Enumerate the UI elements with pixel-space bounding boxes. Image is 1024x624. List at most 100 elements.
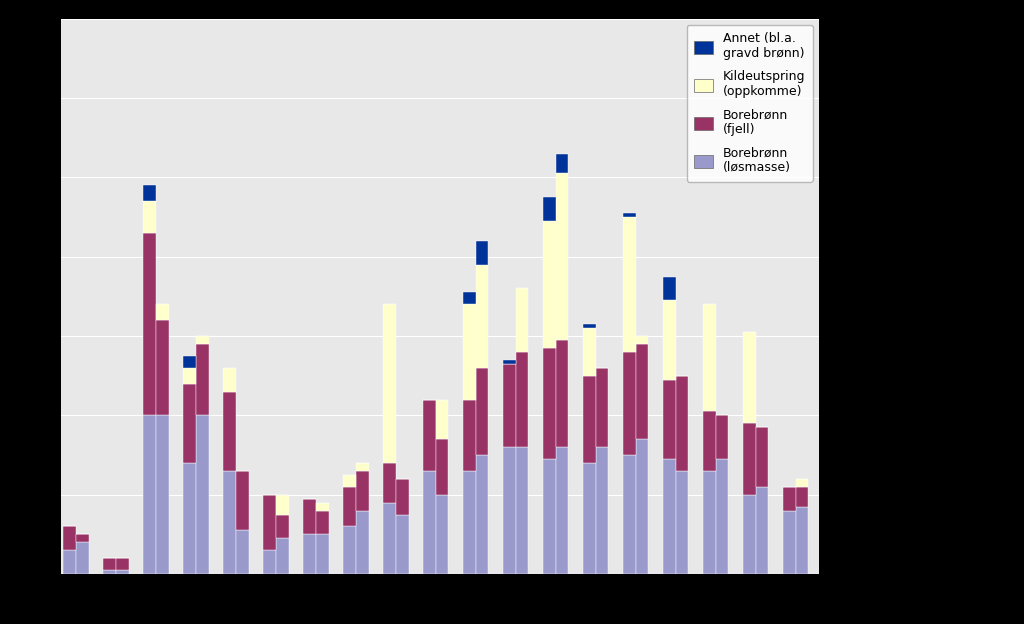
Bar: [742, 423, 756, 495]
Bar: [263, 550, 275, 574]
Bar: [583, 324, 596, 328]
Bar: [343, 527, 355, 574]
Bar: [116, 558, 129, 570]
Bar: [702, 305, 716, 411]
Bar: [103, 558, 116, 570]
Bar: [756, 487, 768, 574]
Bar: [623, 455, 636, 574]
Bar: [636, 336, 648, 344]
Bar: [463, 399, 476, 471]
Bar: [663, 300, 676, 379]
Bar: [543, 197, 556, 221]
Bar: [236, 471, 249, 530]
Bar: [223, 392, 236, 471]
Bar: [263, 495, 275, 550]
Bar: [476, 265, 488, 368]
Bar: [143, 185, 156, 201]
Bar: [436, 439, 449, 495]
Bar: [503, 364, 516, 447]
Bar: [383, 305, 396, 463]
Bar: [183, 463, 196, 574]
Bar: [143, 416, 156, 574]
Bar: [463, 471, 476, 574]
Bar: [676, 471, 688, 574]
Bar: [116, 570, 129, 574]
Bar: [503, 360, 516, 364]
Bar: [556, 173, 568, 340]
Bar: [315, 503, 329, 510]
Bar: [436, 399, 449, 439]
Bar: [742, 332, 756, 423]
Bar: [223, 471, 236, 574]
Bar: [596, 368, 608, 447]
Bar: [556, 154, 568, 173]
Bar: [156, 305, 169, 320]
Bar: [716, 459, 728, 574]
Bar: [543, 221, 556, 348]
Bar: [76, 542, 89, 574]
Bar: [383, 463, 396, 503]
Bar: [663, 276, 676, 300]
Bar: [516, 352, 528, 447]
Bar: [556, 340, 568, 447]
Bar: [543, 459, 556, 574]
Legend: Annet (bl.a.
gravd brønn), Kildeutspring
(oppkomme), Borebrønn
(fjell), Borebrøn: Annet (bl.a. gravd brønn), Kildeutspring…: [687, 25, 813, 182]
Bar: [103, 570, 116, 574]
Bar: [476, 241, 488, 265]
Bar: [383, 503, 396, 574]
Bar: [516, 288, 528, 352]
Bar: [275, 539, 289, 574]
Bar: [143, 233, 156, 416]
Bar: [275, 495, 289, 515]
Bar: [796, 507, 808, 574]
Bar: [516, 447, 528, 574]
Bar: [63, 527, 76, 550]
Bar: [355, 463, 369, 471]
Bar: [796, 479, 808, 487]
Bar: [783, 510, 796, 574]
Bar: [303, 534, 315, 574]
Bar: [543, 348, 556, 459]
Bar: [76, 534, 89, 542]
Bar: [796, 487, 808, 507]
Bar: [275, 515, 289, 539]
Bar: [623, 352, 636, 455]
Bar: [676, 376, 688, 471]
Bar: [355, 471, 369, 510]
Bar: [463, 305, 476, 399]
Bar: [396, 515, 409, 574]
Bar: [315, 534, 329, 574]
Bar: [303, 499, 315, 534]
Bar: [716, 416, 728, 459]
Bar: [583, 376, 596, 463]
Bar: [556, 447, 568, 574]
Bar: [236, 530, 249, 574]
Bar: [183, 384, 196, 463]
Bar: [756, 427, 768, 487]
Bar: [503, 447, 516, 574]
Bar: [583, 328, 596, 376]
Bar: [636, 439, 648, 574]
Bar: [436, 495, 449, 574]
Bar: [156, 320, 169, 416]
Bar: [663, 459, 676, 574]
Bar: [156, 416, 169, 574]
Bar: [663, 379, 676, 459]
Bar: [702, 411, 716, 471]
Bar: [476, 368, 488, 455]
Bar: [783, 487, 796, 510]
Bar: [196, 344, 209, 416]
Bar: [196, 416, 209, 574]
Bar: [355, 510, 369, 574]
Bar: [143, 201, 156, 233]
Bar: [223, 368, 236, 392]
Bar: [343, 475, 355, 487]
Bar: [423, 399, 436, 471]
Bar: [196, 336, 209, 344]
Bar: [463, 293, 476, 305]
Bar: [742, 495, 756, 574]
Bar: [596, 447, 608, 574]
Bar: [583, 463, 596, 574]
Bar: [636, 344, 648, 439]
Bar: [396, 479, 409, 515]
